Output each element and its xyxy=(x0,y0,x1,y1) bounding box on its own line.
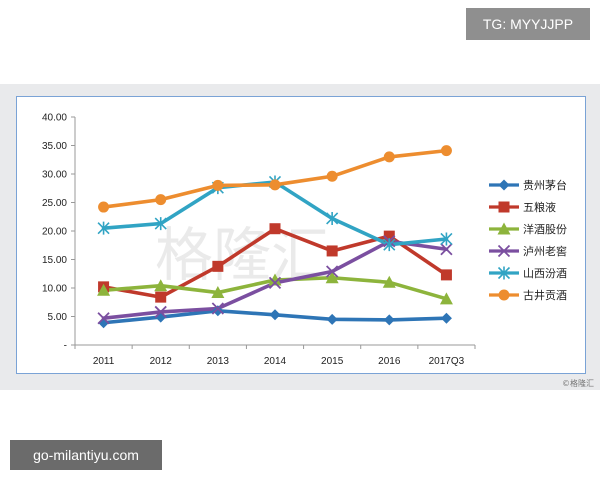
x-tick-label: 2014 xyxy=(264,356,287,367)
data-point xyxy=(212,179,224,191)
legend-label: 五粮液 xyxy=(523,200,556,214)
legend-label: 泸州老窖 xyxy=(523,244,567,258)
data-point xyxy=(97,221,110,235)
data-point xyxy=(154,217,167,231)
telegram-badge: TG: MYYJJPP xyxy=(466,8,590,40)
data-point xyxy=(326,313,338,325)
data-point xyxy=(440,269,452,281)
line-chart: 格隆汇 -5.0010.0015.0020.0025.0030.0035.004… xyxy=(42,113,567,368)
legend-label: 山西汾酒 xyxy=(523,267,567,280)
data-point xyxy=(326,265,339,278)
legend-label: 洋酒股份 xyxy=(523,222,567,236)
data-point xyxy=(97,312,110,325)
x-tick-label: 2013 xyxy=(207,356,230,367)
site-footer-badge: go-milantiyu.com xyxy=(10,440,162,470)
data-point xyxy=(154,279,168,292)
telegram-label: TG: MYYJJPP xyxy=(482,16,574,32)
data-point xyxy=(326,170,338,182)
legend-marker xyxy=(497,266,511,280)
data-point xyxy=(98,201,110,213)
y-tick-label: 15.00 xyxy=(42,255,67,266)
y-tick-label: - xyxy=(64,341,67,352)
data-point xyxy=(155,194,167,206)
data-point xyxy=(155,291,167,303)
y-tick-label: 30.00 xyxy=(42,170,67,181)
data-point xyxy=(383,238,396,252)
data-point xyxy=(269,309,281,321)
chart-card: 格隆汇 -5.00 10.00 15.00 20.00 25.00 30.00 35.00 4… xyxy=(16,96,586,374)
data-point xyxy=(325,271,339,284)
x-tick-label: 2016 xyxy=(378,356,401,367)
legend-label: 古井贡酒 xyxy=(523,288,567,302)
legend-marker xyxy=(498,289,510,301)
y-tick-label: 35.00 xyxy=(42,141,67,152)
x-tick-label: 2015 xyxy=(321,356,344,367)
data-point xyxy=(269,179,281,191)
data-point xyxy=(211,286,225,299)
data-point xyxy=(268,273,282,286)
x-tick-label: 2012 xyxy=(150,356,173,367)
data-point xyxy=(326,245,338,257)
image-credit: ©格隆汇 xyxy=(562,379,594,388)
data-point xyxy=(211,302,224,315)
y-tick-label: 25.00 xyxy=(42,198,67,209)
data-point xyxy=(212,305,224,317)
legend-label: 贵州茅台 xyxy=(523,178,567,192)
data-point xyxy=(383,314,395,326)
data-point xyxy=(440,232,453,246)
data-point xyxy=(97,283,111,296)
y-tick-label: 20.00 xyxy=(42,227,67,238)
legend-marker xyxy=(497,222,511,235)
data-point xyxy=(268,276,282,290)
legend-marker xyxy=(498,201,510,213)
data-point xyxy=(212,260,224,272)
data-point xyxy=(269,223,281,235)
data-point xyxy=(440,243,453,256)
site-footer-label: go-milantiyu.com xyxy=(33,447,139,463)
data-point xyxy=(154,305,167,319)
y-tick-label: 10.00 xyxy=(42,284,67,295)
data-point xyxy=(382,275,396,288)
data-point xyxy=(326,211,339,225)
legend-marker xyxy=(497,244,511,258)
x-tick-label: 2011 xyxy=(93,356,115,367)
legend-marker xyxy=(498,179,510,191)
y-tick-label: 40.00 xyxy=(42,113,67,124)
data-point xyxy=(383,151,395,163)
data-point xyxy=(440,312,452,324)
data-point xyxy=(383,230,395,242)
x-tick-label: 2017Q3 xyxy=(429,356,465,367)
y-tick-label: 5.00 xyxy=(48,312,68,323)
data-point xyxy=(439,292,453,305)
data-point xyxy=(440,145,452,157)
chart-axes: - 5.00 10.00 15.00 20.00 25.00 30.00 35.00 40.00… xyxy=(42,113,476,367)
series-markers xyxy=(97,145,453,329)
